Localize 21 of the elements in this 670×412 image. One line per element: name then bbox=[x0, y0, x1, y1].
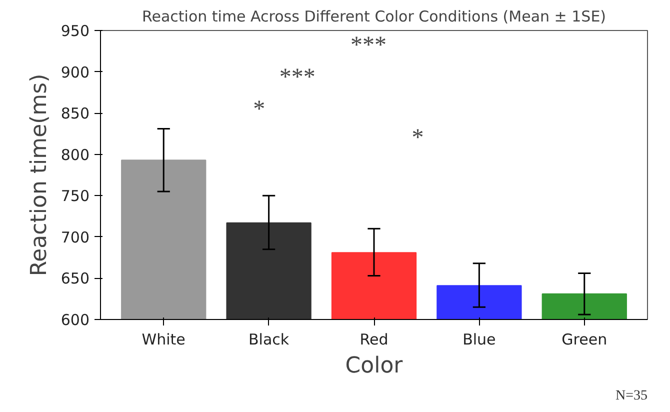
y-tick-label: 950 bbox=[60, 22, 90, 40]
x-tick-label: Red bbox=[360, 330, 388, 348]
x-tick-label: White bbox=[142, 330, 186, 348]
x-tick-label: Black bbox=[248, 330, 290, 348]
y-tick-label: 900 bbox=[60, 63, 90, 82]
annotation: * bbox=[253, 96, 266, 122]
text: N=35 bbox=[615, 388, 648, 404]
y-tick-label: 600 bbox=[60, 311, 90, 329]
x-axis-title: Color bbox=[345, 354, 404, 378]
y-tick-label: 850 bbox=[60, 104, 90, 123]
annotation: *** bbox=[279, 64, 316, 91]
y-axis-title: Reaction time(ms) bbox=[26, 74, 52, 276]
y-tick-label: 650 bbox=[60, 270, 90, 288]
y-tick-label: 750 bbox=[60, 187, 90, 206]
y-tick-label: 800 bbox=[60, 146, 90, 164]
x-tick-label: Blue bbox=[462, 330, 496, 348]
annotation: * bbox=[412, 125, 424, 152]
annotation: *** bbox=[350, 32, 387, 59]
x-tick-label: Green bbox=[562, 330, 608, 348]
y-tick-label: 700 bbox=[60, 228, 90, 246]
chart-title: Reaction time Across Different Color Conditions (Mean ± 1SE) bbox=[142, 8, 606, 26]
